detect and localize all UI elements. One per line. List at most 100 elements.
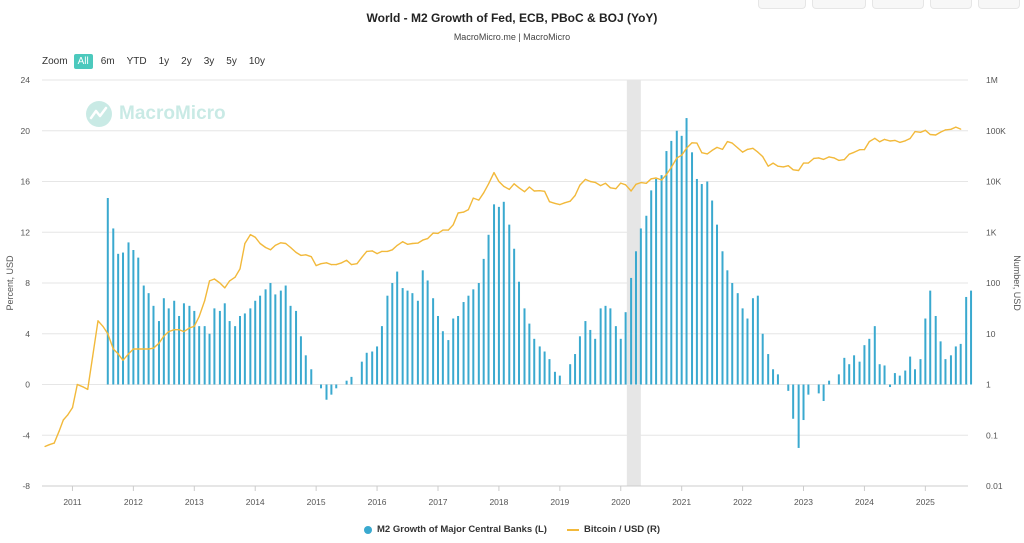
m2-bar xyxy=(548,359,551,385)
zoom-5y-button[interactable]: 5y xyxy=(226,56,237,67)
bitcoin-point xyxy=(341,262,343,264)
bitcoin-point xyxy=(691,142,693,144)
m2-bar xyxy=(426,280,429,385)
left-tick-label: 20 xyxy=(21,126,31,136)
bitcoin-point xyxy=(960,128,962,130)
bitcoin-point xyxy=(833,157,835,159)
m2-bar xyxy=(634,251,637,385)
left-tick-label: -8 xyxy=(22,481,30,491)
bitcoin-point xyxy=(193,325,195,327)
bitcoin-point xyxy=(417,242,419,244)
bitcoin-point xyxy=(366,250,368,252)
m2-bar xyxy=(254,300,257,385)
m2-bar xyxy=(558,375,561,385)
m2-bar xyxy=(848,364,851,385)
m2-bar xyxy=(218,310,221,385)
bitcoin-point xyxy=(432,232,434,234)
m2-bar xyxy=(533,338,536,385)
toolbar-button-4[interactable] xyxy=(930,0,972,9)
left-axis-ticks: -8 -4 0 4 8 12 16 20 24 xyxy=(21,75,31,491)
bitcoin-point xyxy=(158,342,160,344)
line-series xyxy=(44,126,962,448)
bitcoin-point xyxy=(772,162,774,164)
m2-bar xyxy=(797,384,800,448)
m2-bar xyxy=(411,293,414,385)
x-tick-label: 2023 xyxy=(794,497,813,507)
bitcoin-point xyxy=(513,183,515,185)
m2-bar xyxy=(538,346,541,385)
legend-item-m2[interactable]: M2 Growth of Major Central Banks (L) xyxy=(364,524,547,535)
bitcoin-point xyxy=(711,149,713,151)
bitcoin-point xyxy=(102,325,104,327)
zoom-10y-button[interactable]: 10y xyxy=(248,56,265,67)
m2-bar xyxy=(173,300,176,385)
m2-bar xyxy=(493,204,496,385)
zoom-2y-button[interactable]: 2y xyxy=(181,56,192,67)
m2-bar xyxy=(284,285,287,385)
left-tick-label: 12 xyxy=(21,227,31,237)
zoom-ytd-button[interactable]: YTD xyxy=(126,56,147,67)
bitcoin-point xyxy=(615,188,617,190)
left-tick-label: 4 xyxy=(25,329,30,339)
toolbar-button-5[interactable] xyxy=(978,0,1020,9)
bitcoin-point xyxy=(224,287,226,289)
bitcoin-point xyxy=(427,238,429,240)
x-tick-label: 2016 xyxy=(368,497,387,507)
toolbar-button-1[interactable] xyxy=(758,0,806,9)
bitcoin-point xyxy=(290,246,292,249)
bitcoin-point xyxy=(488,183,490,185)
m2-bar xyxy=(264,289,267,385)
x-tick-label: 2013 xyxy=(185,497,204,507)
bitcoin-point xyxy=(600,185,602,187)
m2-bar xyxy=(162,298,165,385)
bitcoin-point xyxy=(823,158,825,160)
m2-bar xyxy=(543,351,546,385)
toolbar-button-3[interactable] xyxy=(872,0,924,9)
bitcoin-point xyxy=(798,169,800,172)
zoom-6m-button[interactable]: 6m xyxy=(100,56,115,67)
m2-bar xyxy=(619,338,622,385)
m2-bar xyxy=(289,305,292,385)
gridlines xyxy=(42,79,968,487)
right-axis-title: Number, USD xyxy=(1012,255,1022,311)
m2-bar xyxy=(787,384,790,391)
m2-bar xyxy=(380,326,383,385)
bitcoin-point xyxy=(498,180,500,183)
m2-bar xyxy=(279,290,282,385)
x-tick-label: 2024 xyxy=(855,497,874,507)
m2-bar xyxy=(924,318,927,385)
m2-bar xyxy=(883,365,886,385)
zoom-3y-button[interactable]: 3y xyxy=(203,56,215,67)
m2-bar xyxy=(604,305,607,385)
m2-bar xyxy=(335,384,338,389)
bitcoin-point xyxy=(396,244,398,246)
bitcoin-point xyxy=(950,128,952,130)
bitcoin-point xyxy=(731,142,733,144)
bitcoin-point xyxy=(706,153,708,155)
m2-bar xyxy=(295,310,298,385)
bitcoin-point xyxy=(178,329,180,331)
toolbar-button-2[interactable] xyxy=(812,0,866,9)
m2-bar xyxy=(502,201,505,385)
bitcoin-point xyxy=(437,232,439,234)
zoom-all-button[interactable]: All xyxy=(73,54,93,69)
m2-bar xyxy=(736,293,739,385)
watermark-text: MacroMicro xyxy=(119,103,226,124)
x-tick-label: 2014 xyxy=(246,497,265,507)
bitcoin-point xyxy=(67,414,69,416)
left-tick-label: 16 xyxy=(21,177,31,187)
bitcoin-point xyxy=(152,347,155,349)
bitcoin-point xyxy=(371,250,373,252)
m2-bar xyxy=(117,253,120,385)
bitcoin-point xyxy=(904,140,906,142)
bitcoin-point xyxy=(924,129,927,131)
m2-bar xyxy=(477,283,480,385)
bitcoin-point xyxy=(899,141,901,143)
bitcoin-point xyxy=(807,162,810,164)
m2-bar xyxy=(609,308,612,385)
m2-bar xyxy=(406,290,409,385)
zoom-1y-button[interactable]: 1y xyxy=(158,56,170,67)
chart-legend: M2 Growth of Major Central Banks (L) Bit… xyxy=(0,524,1024,535)
legend-item-bitcoin[interactable]: Bitcoin / USD (R) xyxy=(566,524,660,535)
